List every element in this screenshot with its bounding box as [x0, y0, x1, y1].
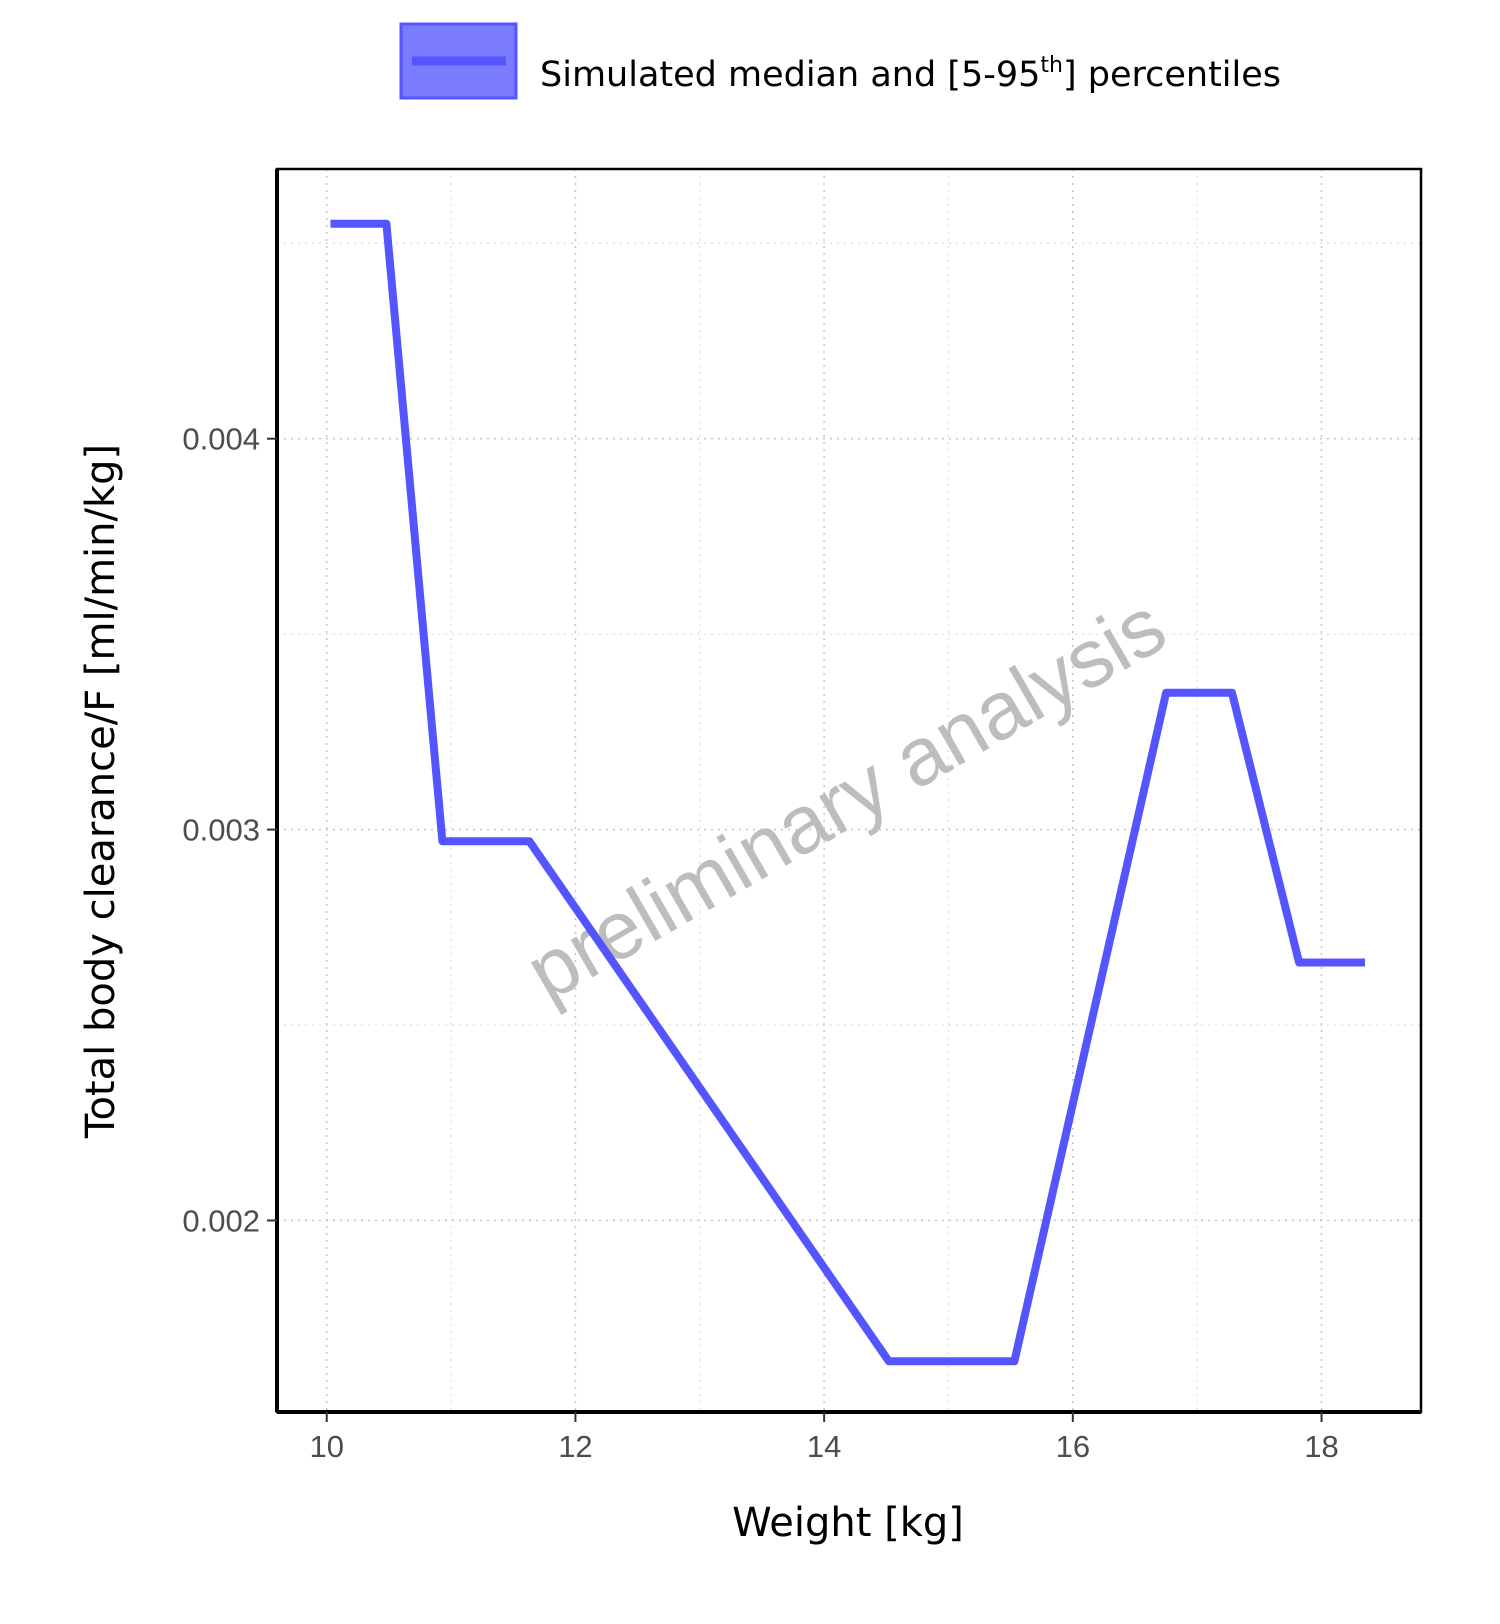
legend-label-main: Simulated median and [5-95 — [540, 55, 1040, 95]
x-tick-label: 16 — [1056, 1429, 1090, 1464]
x-tick-label: 14 — [807, 1429, 841, 1464]
x-tick-label: 10 — [309, 1429, 343, 1464]
x-axis-ticks: 10 12 14 16 18 — [309, 1412, 1339, 1464]
y-tick-label: 0.002 — [182, 1203, 260, 1238]
x-tick-label: 18 — [1304, 1429, 1338, 1464]
legend-label-end: ] percentiles — [1063, 55, 1281, 95]
y-axis-ticks: 0.002 0.003 0.004 — [182, 422, 277, 1238]
legend: Simulated median and [5-95th] percentile… — [399, 22, 1281, 100]
legend-label-superscript: th — [1040, 53, 1063, 78]
series-layer — [330, 219, 1365, 1366]
watermark: preliminary analysis — [512, 580, 1181, 1019]
legend-label: Simulated median and [5-95th] percentile… — [540, 53, 1281, 95]
series-line-median — [330, 219, 1365, 1366]
grid — [277, 169, 1421, 1412]
x-tick-label: 12 — [558, 1429, 592, 1464]
y-axis-title: Total body clearance/F [ml/min/kg] — [78, 444, 124, 1139]
y-tick-label: 0.004 — [182, 422, 260, 457]
x-axis-title: Weight [kg] — [732, 1500, 964, 1546]
y-tick-label: 0.003 — [182, 813, 260, 848]
